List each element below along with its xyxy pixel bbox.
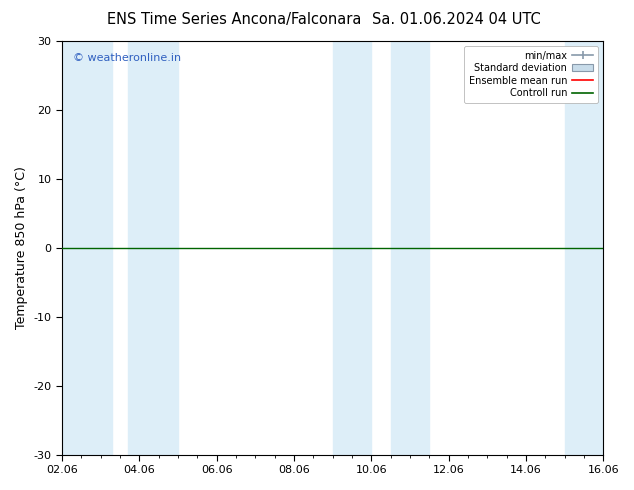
Bar — [128, 41, 178, 455]
Bar — [564, 41, 603, 455]
Bar — [333, 41, 372, 455]
Bar — [62, 41, 112, 455]
Y-axis label: Temperature 850 hPa (°C): Temperature 850 hPa (°C) — [15, 167, 28, 329]
Text: ENS Time Series Ancona/Falconara: ENS Time Series Ancona/Falconara — [107, 12, 362, 27]
Bar — [391, 41, 429, 455]
Text: Sa. 01.06.2024 04 UTC: Sa. 01.06.2024 04 UTC — [372, 12, 541, 27]
Text: © weatheronline.in: © weatheronline.in — [73, 53, 181, 64]
Legend: min/max, Standard deviation, Ensemble mean run, Controll run: min/max, Standard deviation, Ensemble me… — [464, 46, 598, 103]
